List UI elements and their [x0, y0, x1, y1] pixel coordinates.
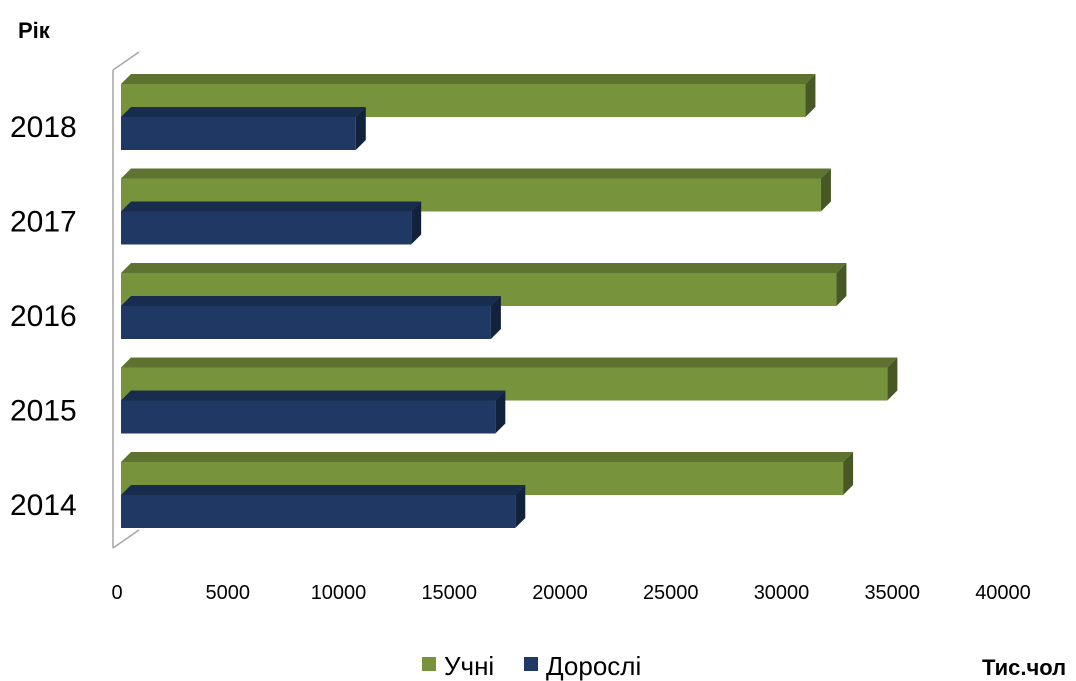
y-tick-label-2015: 2015: [10, 395, 77, 428]
bar-top-face: [121, 201, 422, 212]
bar-top-face: [121, 263, 847, 273]
x-tick-labels: 0 5000 10000 15000 20000 25000 30000 35000 40000: [111, 582, 1030, 604]
bar-front-face: [121, 211, 412, 245]
legend: Учні Дорослі: [422, 651, 641, 681]
legend-swatch: [524, 657, 538, 671]
bar-dorosli-2015: [121, 390, 506, 434]
legend-item-dorosli: Дорослі: [524, 651, 641, 681]
x-tick-label-40000: 40000: [975, 582, 1031, 604]
bar-dorosli-2016: [121, 296, 501, 339]
bar-top-face: [121, 74, 816, 84]
bar-top-face: [121, 168, 831, 179]
bar-side-face: [843, 452, 854, 495]
bar-front-face: [121, 306, 491, 339]
x-tick-label-0: 0: [111, 582, 122, 604]
bar-side-face: [805, 74, 816, 117]
x-axis-title: Тис.чол: [982, 655, 1066, 680]
bar-top-face: [121, 296, 501, 306]
x-tick-label-5000: 5000: [206, 582, 251, 604]
bar-side-face: [887, 357, 898, 401]
bar-side-face: [355, 107, 366, 150]
bar-dorosli-2014: [121, 485, 526, 528]
back-wall-top-edge: [112, 51, 140, 71]
bar-dorosli-2017: [121, 201, 422, 245]
y-tick-label-2016: 2016: [10, 300, 77, 333]
y-tick-label-2018: 2018: [10, 111, 77, 144]
x-tick-label-35000: 35000: [864, 582, 920, 604]
bar-top-face: [121, 485, 526, 495]
bar-side-face: [411, 201, 422, 245]
bar-dorosli-2018: [121, 107, 366, 150]
legend-swatch: [422, 657, 436, 671]
y-axis-title: Рік: [18, 18, 51, 43]
x-tick-label-10000: 10000: [311, 582, 367, 604]
chart-walls: [112, 51, 140, 549]
bar-front-face: [121, 117, 356, 150]
y-tick-label-2014: 2014: [10, 489, 77, 522]
bar-side-face: [495, 390, 506, 434]
y-tick-labels: 2018 2017 2016 2015 2014: [10, 111, 77, 522]
bar-uchni-2017: [121, 168, 831, 212]
legend-label: Учні: [444, 651, 494, 681]
y-tick-label-2017: 2017: [10, 206, 77, 239]
bar-top-face: [121, 357, 898, 368]
back-wall-bottom-edge: [112, 529, 140, 549]
legend-item-uchni: Учні: [422, 651, 494, 681]
x-tick-label-25000: 25000: [643, 582, 699, 604]
bar-front-face: [121, 400, 496, 434]
x-tick-label-30000: 30000: [754, 582, 810, 604]
bar-top-face: [121, 452, 854, 462]
bar-side-face: [820, 168, 831, 212]
x-tick-label-15000: 15000: [421, 582, 477, 604]
bar-side-face: [490, 296, 501, 339]
bar-top-face: [121, 107, 366, 117]
bar-front-face: [121, 495, 516, 528]
bar-side-face: [836, 263, 847, 306]
x-tick-label-20000: 20000: [532, 582, 588, 604]
bar-top-face: [121, 390, 506, 401]
bar-side-face: [515, 485, 526, 528]
bar-uchni-2018: [121, 74, 816, 117]
bars-group: [121, 74, 898, 528]
legend-label: Дорослі: [546, 651, 641, 681]
